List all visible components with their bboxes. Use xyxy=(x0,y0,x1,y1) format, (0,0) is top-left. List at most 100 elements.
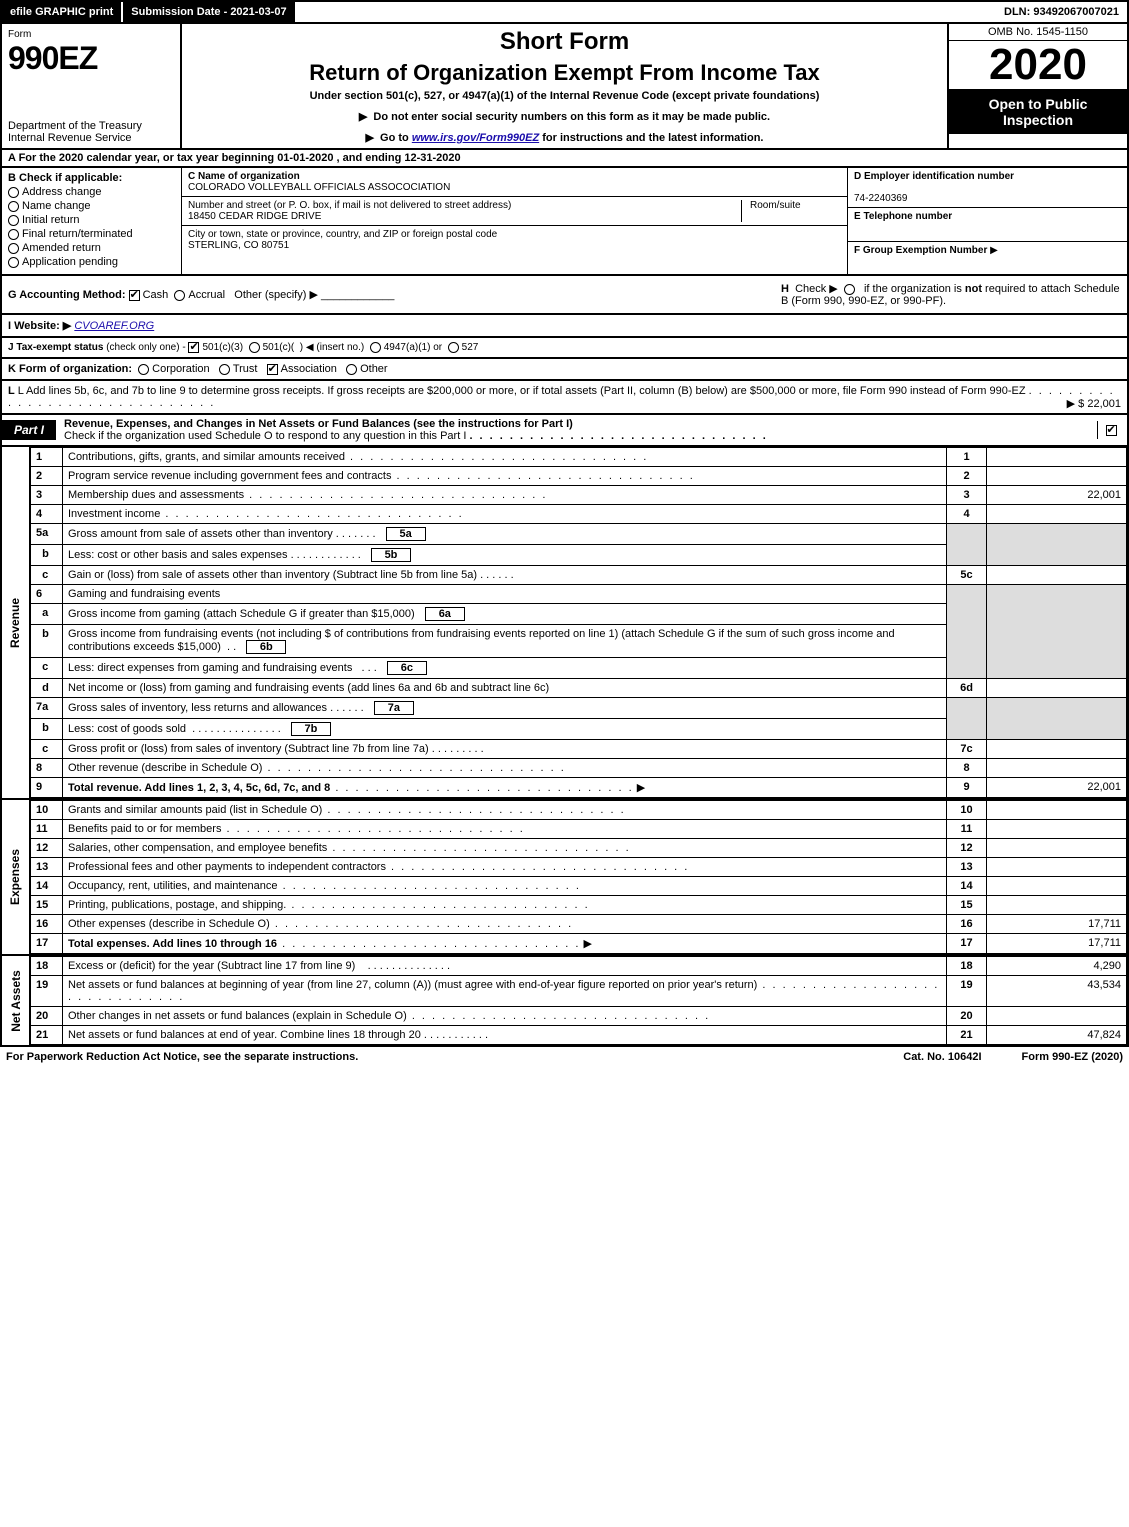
k-label: K Form of organization: xyxy=(8,363,132,375)
ein: 74-2240369 xyxy=(854,193,907,204)
line-16-desc: Other expenses (describe in Schedule O) xyxy=(68,918,270,930)
line-9-desc: Total revenue. Add lines 1, 2, 3, 4, 5c,… xyxy=(68,782,330,794)
checkbox-icon[interactable] xyxy=(370,342,381,353)
checkbox-icon[interactable] xyxy=(129,290,140,301)
header-right: OMB No. 1545-1150 2020 Open to Public In… xyxy=(947,24,1127,148)
opt-pending: Application pending xyxy=(22,256,118,268)
line-2-desc: Program service revenue including govern… xyxy=(68,470,391,482)
line-6a-desc: Gross income from gaming (attach Schedul… xyxy=(68,608,415,620)
checkbox-icon[interactable] xyxy=(8,243,19,254)
line-17-desc: Total expenses. Add lines 10 through 16 xyxy=(68,938,277,950)
line-15-amt xyxy=(987,896,1127,915)
checkbox-icon[interactable] xyxy=(8,229,19,240)
submission-date: Submission Date - 2021-03-07 xyxy=(121,2,294,22)
checkbox-icon[interactable] xyxy=(249,342,260,353)
checkbox-icon[interactable] xyxy=(174,290,185,301)
part-title-text: Revenue, Expenses, and Changes in Net As… xyxy=(64,418,573,430)
checkbox-icon[interactable] xyxy=(844,284,855,295)
header-left: Form 990EZ Department of the Treasury In… xyxy=(2,24,182,148)
revenue-table: 1Contributions, gifts, grants, and simil… xyxy=(30,447,1127,798)
line-6c-desc: Less: direct expenses from gaming and fu… xyxy=(68,662,352,674)
go-prefix: Go to xyxy=(380,132,412,144)
line-10-amt xyxy=(987,801,1127,820)
g-label: G Accounting Method: xyxy=(8,289,126,301)
line-14-amt xyxy=(987,877,1127,896)
checkbox-icon[interactable] xyxy=(8,215,19,226)
line-1-amt xyxy=(987,448,1127,467)
section-j: J Tax-exempt status (check only one) - 5… xyxy=(0,338,1129,359)
section-a: A For the 2020 calendar year, or tax yea… xyxy=(0,150,1129,168)
g-other: Other (specify) ▶ xyxy=(234,289,318,301)
line-7c-amt xyxy=(987,740,1127,759)
triangle-icon xyxy=(359,110,370,123)
line-6d-desc: Net income or (loss) from gaming and fun… xyxy=(63,679,947,698)
header-mid: Short Form Return of Organization Exempt… xyxy=(182,24,947,148)
checkbox-icon[interactable] xyxy=(448,342,459,353)
line-3-desc: Membership dues and assessments xyxy=(68,489,244,501)
checkbox-icon[interactable] xyxy=(1106,425,1117,436)
triangle-icon xyxy=(366,131,377,144)
checkbox-icon[interactable] xyxy=(346,364,357,375)
form-header: Form 990EZ Department of the Treasury In… xyxy=(0,24,1129,150)
line-20-amt xyxy=(987,1007,1127,1026)
opt-initial: Initial return xyxy=(22,214,79,226)
top-bar: efile GRAPHIC print Submission Date - 20… xyxy=(0,0,1129,24)
f-label: F Group Exemption Number xyxy=(854,245,987,256)
checkbox-icon[interactable] xyxy=(8,201,19,212)
footer-right: Form 990-EZ (2020) xyxy=(1022,1051,1123,1063)
section-def: D Employer identification number 74-2240… xyxy=(847,168,1127,274)
line-4-amt xyxy=(987,505,1127,524)
checkbox-icon[interactable] xyxy=(267,364,278,375)
netassets-sidelabel: Net Assets xyxy=(2,956,30,1045)
irs-link[interactable]: www.irs.gov/Form990EZ xyxy=(412,132,539,144)
j-label: J Tax-exempt status xyxy=(8,342,103,353)
title-short: Short Form xyxy=(192,28,937,56)
efile-label[interactable]: efile GRAPHIC print xyxy=(2,2,121,22)
opt-name: Name change xyxy=(22,200,91,212)
h-text: H Check ▶ if the organization is not req… xyxy=(781,282,1121,307)
title-under: Under section 501(c), 527, or 4947(a)(1)… xyxy=(192,90,937,102)
dln: DLN: 93492067007021 xyxy=(996,2,1127,22)
checkbox-icon[interactable] xyxy=(8,187,19,198)
line-5a-desc: Gross amount from sale of assets other t… xyxy=(68,528,333,540)
l-amount: ▶ $ 22,001 xyxy=(1067,397,1121,410)
line-13-amt xyxy=(987,858,1127,877)
part-title: Revenue, Expenses, and Changes in Net As… xyxy=(56,415,1097,445)
checkbox-icon[interactable] xyxy=(219,364,230,375)
line-19-amt: 43,534 xyxy=(987,976,1127,1007)
section-i: I Website: ▶ CVOAREF.ORG xyxy=(0,315,1129,338)
opt-final: Final return/terminated xyxy=(22,228,133,240)
line-16-amt: 17,711 xyxy=(987,915,1127,934)
line-1-desc: Contributions, gifts, grants, and simila… xyxy=(68,451,345,463)
checkbox-icon[interactable] xyxy=(138,364,149,375)
line-7c-desc: Gross profit or (loss) from sales of inv… xyxy=(68,743,429,755)
line-11-amt xyxy=(987,820,1127,839)
room-suite: Room/suite xyxy=(741,200,841,222)
expenses-block: Expenses 10Grants and similar amounts pa… xyxy=(0,800,1129,956)
line-7b-desc: Less: cost of goods sold xyxy=(68,723,186,735)
e-label: E Telephone number xyxy=(854,211,952,222)
line-5c-amt xyxy=(987,566,1127,585)
section-bcdef: B Check if applicable: Address change Na… xyxy=(0,168,1129,276)
line-18-desc: Excess or (deficit) for the year (Subtra… xyxy=(68,960,355,972)
line-9-amt: 22,001 xyxy=(987,778,1127,798)
department: Department of the Treasury Internal Reve… xyxy=(8,120,174,144)
line-21-amt: 47,824 xyxy=(987,1026,1127,1045)
page-footer: For Paperwork Reduction Act Notice, see … xyxy=(0,1047,1129,1067)
triangle-icon: ▶ xyxy=(990,245,998,256)
section-l: L L Add lines 5b, 6c, and 7b to line 9 t… xyxy=(0,381,1129,415)
form-number: 990EZ xyxy=(8,40,97,76)
form-label: Form xyxy=(8,29,31,40)
netassets-block: Net Assets 18Excess or (deficit) for the… xyxy=(0,956,1129,1047)
line-6d-amt xyxy=(987,679,1127,698)
opt-address: Address change xyxy=(22,186,102,198)
line-4-desc: Investment income xyxy=(68,508,160,520)
website-link[interactable]: CVOAREF.ORG xyxy=(74,320,154,332)
street: 18450 CEDAR RIDGE DRIVE xyxy=(188,211,321,222)
checkbox-icon[interactable] xyxy=(8,257,19,268)
checkbox-icon[interactable] xyxy=(188,342,199,353)
revenue-block: Revenue 1Contributions, gifts, grants, a… xyxy=(0,447,1129,800)
d-label: D Employer identification number xyxy=(854,171,1014,182)
part-subtitle: Check if the organization used Schedule … xyxy=(64,430,466,442)
line-5b-desc: Less: cost or other basis and sales expe… xyxy=(68,549,288,561)
